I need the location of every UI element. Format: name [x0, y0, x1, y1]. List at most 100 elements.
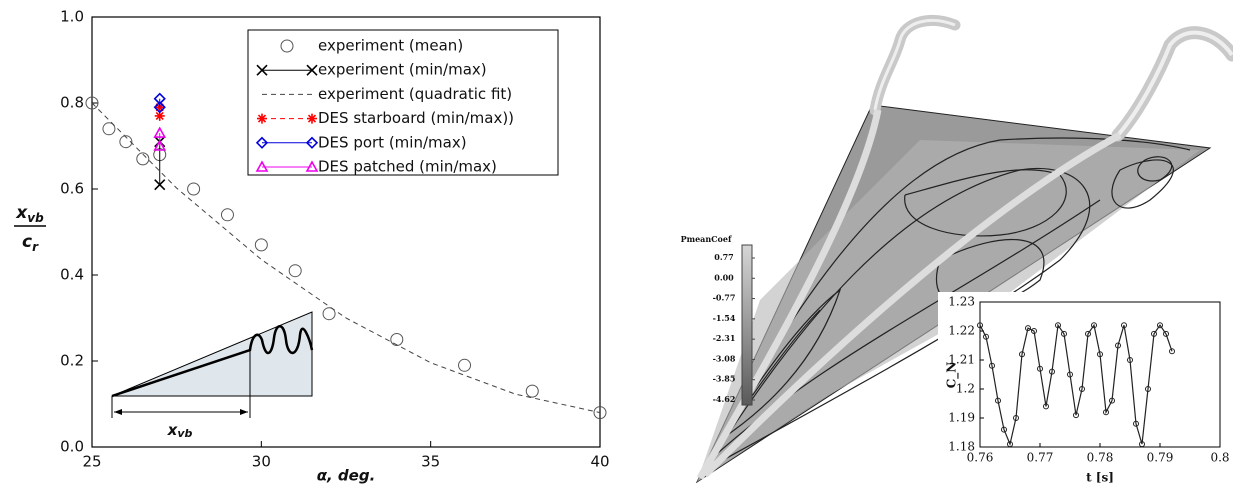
- y-axis-label-denominator: cr: [22, 232, 39, 254]
- x-tick-label: 0.8: [1210, 451, 1229, 465]
- legend-label: DES port (min/max): [318, 133, 467, 151]
- marker-circle: [995, 397, 1002, 404]
- inset-background: [938, 292, 1233, 487]
- legend-label: experiment (mean): [318, 37, 463, 55]
- marker-circle: [102, 122, 116, 136]
- marker-diamond: [255, 136, 269, 149]
- leading-edge-vortex: [696, 109, 882, 480]
- marker-circle: [322, 307, 336, 321]
- marker-circle: [1121, 322, 1128, 329]
- sketch-label: xvb: [167, 421, 193, 441]
- marker-circle: [119, 135, 133, 149]
- marker-circle: [1001, 426, 1008, 433]
- y-tick-label: 1.18: [948, 440, 975, 454]
- marker-triangle: [305, 160, 319, 172]
- legend-label: experiment (quadratic fit): [318, 85, 512, 103]
- y-tick-label: 0.0: [60, 438, 84, 456]
- marker-circle: [1055, 322, 1062, 329]
- inset-x-label: t [s]: [1086, 471, 1114, 485]
- x-tick-label: 0.78: [1087, 451, 1114, 465]
- sketch-label-sub: vb: [177, 427, 192, 440]
- marker-circle: [1073, 412, 1080, 419]
- marker-circle: [1067, 371, 1074, 378]
- marker-circle: [1013, 415, 1020, 421]
- marker-circle: [280, 39, 294, 53]
- marker-diamond: [153, 101, 166, 114]
- marker-circle: [136, 152, 150, 166]
- marker-circle: [1151, 330, 1158, 337]
- marker-circle: [1109, 397, 1116, 404]
- marker-circle: [1049, 368, 1056, 375]
- marker-circle: [220, 208, 234, 222]
- leading-edge-vortex: [702, 131, 1122, 478]
- marker-diamond: [305, 136, 319, 149]
- y-tick-label: 0.6: [60, 180, 84, 198]
- colorbar-label: -3.08: [713, 353, 736, 363]
- legend-label: DES patched (min/max): [318, 158, 497, 176]
- y-tick-label: 0.8: [60, 94, 84, 112]
- legend-box: [247, 29, 559, 176]
- series-line: [91, 102, 601, 414]
- marker-circle: [1061, 330, 1068, 337]
- colorbar-label: -0.77: [713, 293, 736, 303]
- x-tick-label: 30: [252, 453, 271, 471]
- y-axis-label-numerator: xvb: [15, 203, 44, 225]
- marker-circle: [593, 406, 607, 420]
- marker-circle: [525, 384, 539, 398]
- marker-circle: [1169, 348, 1176, 355]
- marker-x: [256, 64, 268, 76]
- marker-circle: [1139, 441, 1146, 448]
- marker-triangle: [255, 160, 269, 172]
- marker-x: [154, 179, 166, 191]
- marker-asterisk: [257, 113, 267, 124]
- vortex-tube: [1111, 26, 1233, 142]
- x-tick-label: 0.79: [1147, 451, 1174, 465]
- marker-circle: [1115, 342, 1122, 349]
- colorbar-label: -4.62: [713, 394, 736, 404]
- colorbar-label: 0.00: [714, 272, 734, 282]
- x-tick-label: 0.76: [967, 451, 994, 465]
- marker-asterisk: [307, 113, 317, 124]
- y-tick-label: 1.19: [948, 411, 975, 425]
- y-tick-label: 0.2: [60, 352, 84, 370]
- colorbar-title: PmeanCoef: [681, 234, 732, 244]
- marker-circle: [1085, 330, 1092, 337]
- y-tick-label: 1.23: [948, 295, 975, 309]
- marker-circle: [1025, 325, 1032, 332]
- x-tick-label: 35: [421, 453, 440, 471]
- marker-asterisk: [154, 110, 165, 121]
- plot-frame: [91, 16, 601, 448]
- marker-circle: [983, 333, 990, 340]
- marker-circle: [1133, 420, 1140, 427]
- marker-circle: [1097, 351, 1104, 358]
- x-tick-label: 0.77: [1027, 451, 1054, 465]
- vortex-sketch: [111, 325, 314, 398]
- series-line: [979, 323, 1173, 447]
- x-axis-label: α, deg.: [317, 467, 376, 485]
- marker-circle: [989, 362, 996, 369]
- marker-circle: [1145, 386, 1152, 392]
- y-tick-label: 1.21: [948, 353, 975, 367]
- y-label-main: c: [22, 232, 32, 252]
- y-label-sub: vb: [27, 211, 44, 225]
- marker-circle: [458, 358, 472, 372]
- marker-diamond: [153, 92, 166, 105]
- colorbar-label: -3.85: [713, 374, 736, 384]
- y-label-main: x: [15, 203, 28, 223]
- y-tick-label: 0.4: [60, 266, 84, 284]
- marker-circle: [977, 322, 984, 329]
- marker-circle: [85, 96, 99, 110]
- marker-circle: [1157, 322, 1164, 329]
- marker-circle: [254, 238, 268, 252]
- marker-circle: [1091, 322, 1098, 329]
- marker-circle: [288, 264, 302, 278]
- colorbar-label: -2.31: [713, 333, 736, 343]
- vortex-tube: [869, 14, 961, 116]
- y-label-sub: r: [32, 240, 39, 254]
- inset-y-label: C_N: [945, 362, 960, 389]
- colorbar-label: -1.54: [713, 313, 736, 323]
- vortex-highlight: [873, 18, 956, 111]
- legend-label: experiment (min/max): [318, 61, 487, 79]
- marker-x: [306, 64, 318, 76]
